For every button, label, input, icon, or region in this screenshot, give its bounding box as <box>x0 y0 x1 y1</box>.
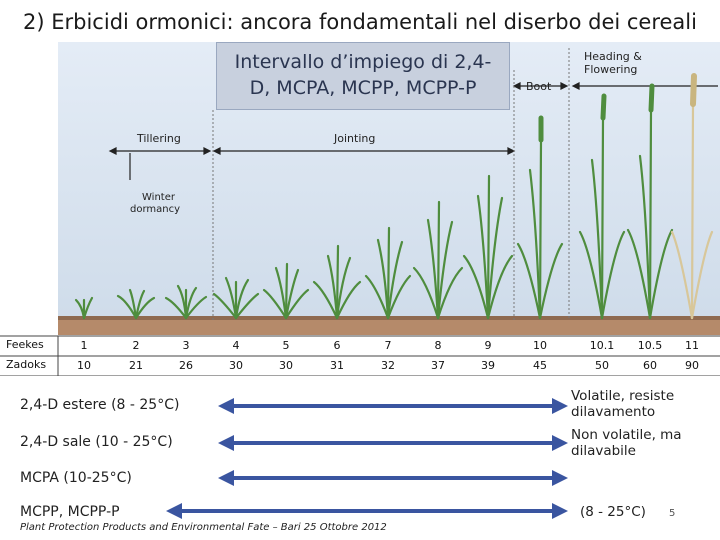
plant-stage-10-5 <box>626 83 674 320</box>
stage-boot-label: Boot <box>526 80 552 93</box>
feekes-value: 6 <box>333 339 341 352</box>
zadoks-value: 50 <box>595 359 609 372</box>
feekes-value: 4 <box>232 339 240 352</box>
feekes-value: 5 <box>282 339 290 352</box>
zadoks-value: 30 <box>279 359 293 372</box>
plant-stage-10 <box>516 115 564 320</box>
application-arrow-mcpp <box>166 503 568 519</box>
note-volatile: Volatile, resiste dilavamento <box>571 388 674 420</box>
plant-stage-6 <box>312 244 362 320</box>
slide-title: 2) Erbicidi ormonici: ancora fondamental… <box>23 10 697 34</box>
plant-stage-4 <box>212 276 260 320</box>
feekes-value: 3 <box>182 339 190 352</box>
feekes-value: 9 <box>484 339 492 352</box>
feekes-value: 10.5 <box>637 339 663 352</box>
stage-winter-dormancy-label: Winter dormancy <box>130 192 180 216</box>
zadoks-value: 21 <box>129 359 143 372</box>
plant-stage-3 <box>164 284 208 320</box>
zadoks-value: 30 <box>229 359 243 372</box>
soil-strip <box>58 318 720 336</box>
zadoks-value: 45 <box>533 359 547 372</box>
herbicide-label-24d-salt: 2,4-D sale (10 - 25°C) <box>20 434 173 450</box>
zadoks-value: 10 <box>77 359 91 372</box>
zadoks-value: 39 <box>481 359 495 372</box>
zadoks-value: 26 <box>179 359 193 372</box>
callout-line-2: D, MCPA, MCPP, MCPP-P <box>249 77 477 99</box>
feekes-value: 2 <box>132 339 140 352</box>
plant-stage-9 <box>462 174 514 320</box>
zadoks-value: 37 <box>431 359 445 372</box>
plant-stage-11 <box>670 73 714 320</box>
stage-heading-flowering-label: Heading & Flowering <box>584 50 642 76</box>
feekes-value: 11 <box>685 339 699 352</box>
page-number: 5 <box>669 508 676 519</box>
callout-line-1: Intervallo d’impiego di 2,4- <box>234 51 492 73</box>
plant-stage-7 <box>364 226 412 320</box>
herbicide-label-mcpp: MCPP, MCPP-P <box>20 504 120 520</box>
heading-line-2: Flowering <box>584 63 638 76</box>
feekes-scale-label: Feekes <box>6 338 44 351</box>
herbicide-label-mcpa: MCPA (10-25°C) <box>20 470 132 486</box>
application-arrow-24d-salt <box>218 435 568 451</box>
feekes-value: 1 <box>80 339 88 352</box>
footer-citation: Plant Protection Products and Environmen… <box>20 522 387 533</box>
feekes-value: 10.1 <box>589 339 615 352</box>
stage-tillering-label: Tillering <box>137 132 181 145</box>
zadoks-value: 60 <box>643 359 657 372</box>
stage-jointing-label: Jointing <box>334 132 376 145</box>
application-arrow-24d-ester <box>218 398 568 414</box>
note-nonvolatile-line-2: dilavabile <box>571 443 636 459</box>
winter-line-1: Winter <box>142 192 175 203</box>
plant-stage-8 <box>412 200 464 320</box>
note-temperature-range: (8 - 25°C) <box>580 504 646 520</box>
feekes-value: 7 <box>384 339 392 352</box>
plant-stage-5 <box>262 262 310 320</box>
note-volatile-line-1: Volatile, resiste <box>571 388 675 404</box>
plant-stage-1 <box>74 296 94 320</box>
note-nonvolatile: Non volatile, ma dilavabile <box>571 427 682 459</box>
application-window-callout: Intervallo d’impiego di 2,4- D, MCPA, MC… <box>216 42 510 110</box>
note-nonvolatile-line-1: Non volatile, ma <box>571 427 682 443</box>
plant-stage-10-1 <box>578 93 626 320</box>
zadoks-scale-label: Zadoks <box>6 358 47 371</box>
heading-line-1: Heading & <box>584 50 642 63</box>
plant-stage-2 <box>116 288 156 320</box>
zadoks-value: 32 <box>381 359 395 372</box>
zadoks-value: 31 <box>330 359 344 372</box>
note-volatile-line-2: dilavamento <box>571 404 656 420</box>
zadoks-value: 90 <box>685 359 699 372</box>
feekes-value: 10 <box>533 339 547 352</box>
herbicide-label-24d-ester: 2,4-D estere (8 - 25°C) <box>20 397 180 413</box>
feekes-value: 8 <box>434 339 442 352</box>
application-arrow-mcpa <box>218 470 568 486</box>
winter-line-2: dormancy <box>130 204 181 215</box>
